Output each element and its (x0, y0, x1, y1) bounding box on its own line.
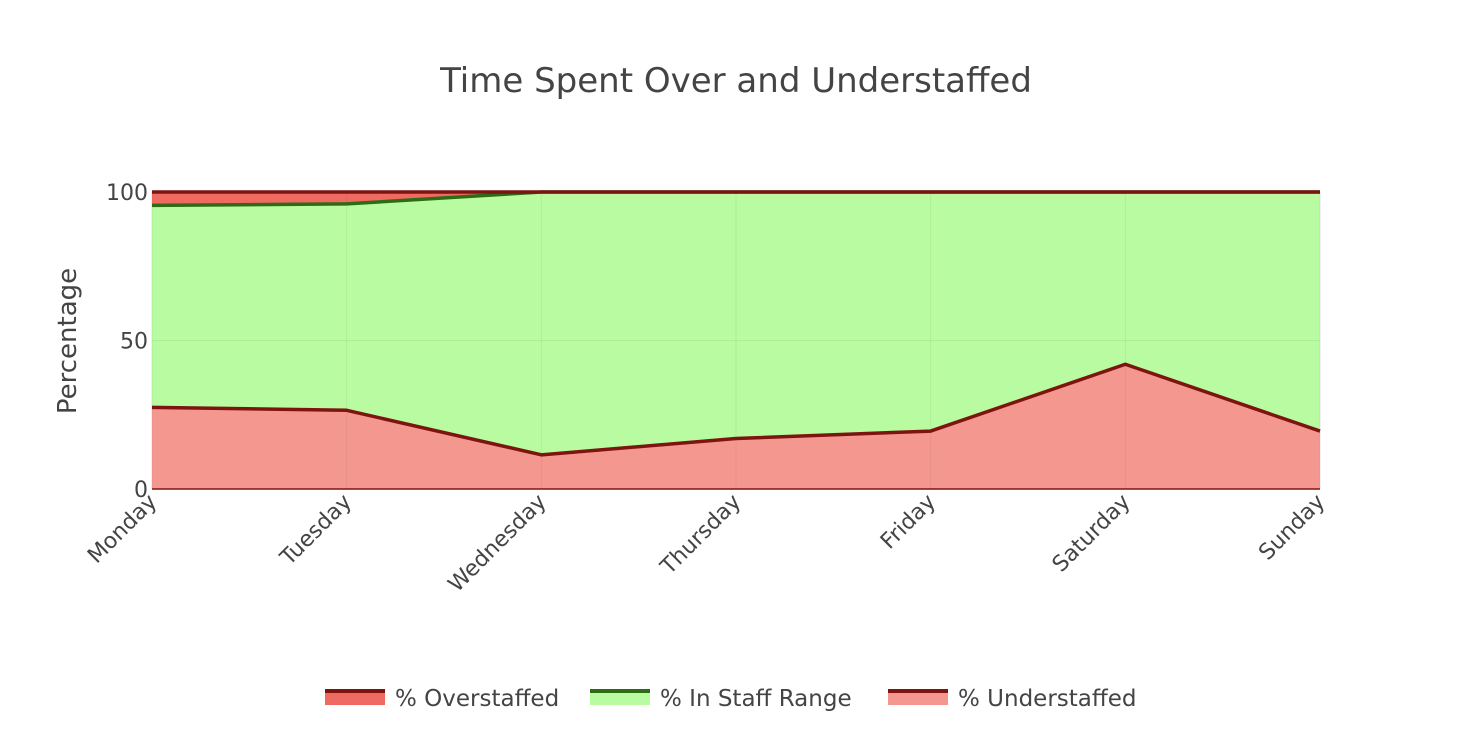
x-tick-label: Friday (876, 490, 941, 555)
legend-item: % Overstaffed (325, 686, 559, 712)
chart-title: Time Spent Over and Understaffed (439, 61, 1032, 101)
line-understaffed (151, 362, 1321, 457)
legend-swatch (888, 691, 948, 705)
legend-item: % Understaffed (888, 686, 1136, 712)
y-tick-label: 100 (106, 181, 148, 206)
legend-label: % Overstaffed (395, 686, 559, 712)
y-tick-label: 0 (134, 478, 148, 503)
x-tick-label: Wednesday (444, 490, 552, 598)
legend-swatch (325, 691, 385, 705)
x-axis-ticks: Monday Tuesday Wednesday Thursday Friday Satu… (83, 490, 1330, 598)
legend-item: % In Staff Range (590, 686, 852, 712)
legend-swatch (590, 691, 650, 705)
x-tick-label: Tuesday (275, 490, 357, 572)
x-tick-label: Thursday (656, 490, 747, 581)
x-tick-label: Monday (83, 490, 162, 569)
legend-label: % Understaffed (958, 686, 1136, 712)
x-tick-label: Sunday (1254, 490, 1330, 566)
y-axis-title: Percentage (53, 268, 83, 414)
plot-areas (151, 192, 1321, 489)
y-tick-label: 50 (120, 330, 148, 355)
area-understaffed (152, 364, 1320, 489)
area-in-staff-range (152, 192, 1320, 455)
y-axis-ticks: 0 50 100 (106, 181, 148, 503)
x-tick-label: Saturday (1048, 490, 1136, 578)
legend: % Overstaffed % In Staff Range % Understaf… (325, 686, 1136, 712)
area-overstaffed (152, 192, 1320, 206)
legend-label: % In Staff Range (660, 686, 852, 712)
series-lines (151, 190, 1321, 490)
